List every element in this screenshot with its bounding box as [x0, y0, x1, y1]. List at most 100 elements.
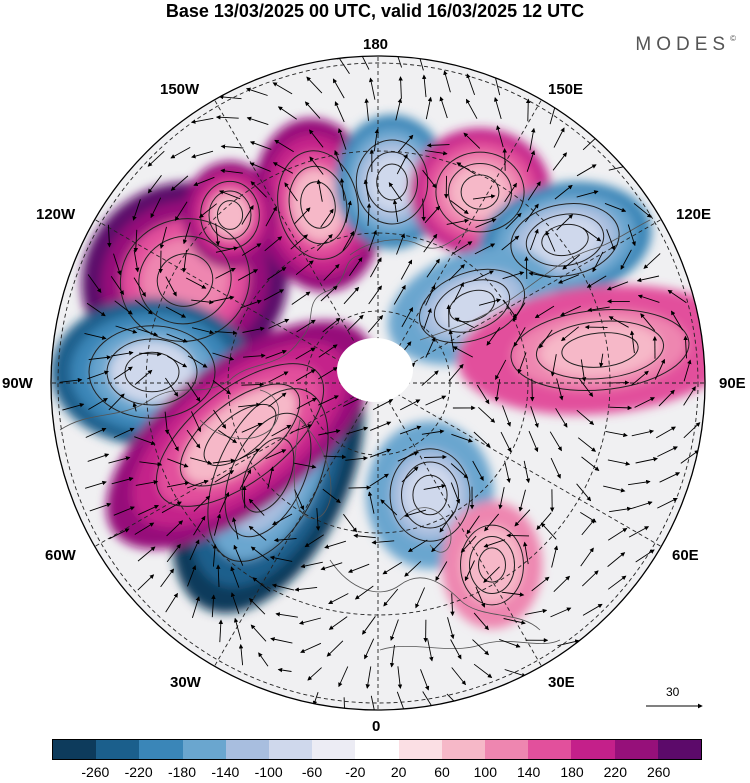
wind-vector: [478, 298, 502, 306]
wind-vector: [380, 499, 398, 516]
label-180: 180: [363, 36, 389, 53]
anomaly-field: [51, 114, 705, 629]
colorbar-swatch: [614, 740, 658, 759]
wind-vector: [320, 562, 343, 571]
wind-vector: [633, 203, 652, 218]
wind-vector: [258, 652, 269, 667]
wind-vector: [295, 347, 316, 360]
coastline-europe: [329, 559, 541, 631]
wind-vector: [84, 332, 107, 340]
wind-vector: [339, 178, 345, 201]
wind-vector: [475, 586, 486, 608]
wind-vector: [136, 328, 159, 337]
height-contour: [460, 524, 524, 606]
height-contour: [288, 165, 348, 245]
wind-vector: [147, 150, 165, 167]
wind-vector: [435, 561, 448, 582]
wind-vector: [182, 222, 191, 245]
wind-vector: [451, 433, 473, 443]
wind-vector: [190, 457, 213, 465]
wind-vector: [309, 129, 324, 148]
wind-vector: [450, 463, 469, 479]
wind-vector: [165, 592, 178, 613]
wind-vector: [473, 431, 491, 448]
colorbar-swatch: [571, 740, 615, 759]
wind-vector: [683, 386, 696, 406]
wind-vector: [554, 184, 573, 200]
meridian: [214, 382, 379, 667]
wind-vector: [166, 481, 190, 488]
wind-vector: [683, 359, 692, 382]
coastline-scandinavia: [399, 507, 452, 553]
wind-vector: [655, 426, 676, 439]
wind-vector: [295, 260, 314, 276]
wind-vector: [320, 208, 334, 228]
wind-vector: [265, 449, 287, 460]
wind-vector: [296, 397, 317, 409]
height-contour: [418, 268, 526, 344]
wind-vector: [631, 429, 655, 437]
height-contour: [156, 253, 214, 307]
wind-vector: [475, 218, 497, 228]
wind-vector: [87, 370, 109, 380]
wind-vector: [399, 399, 421, 411]
wind-vector: [531, 576, 550, 592]
wind-vector: [165, 306, 187, 318]
wind-vector: [349, 257, 363, 277]
meridian: [377, 382, 542, 667]
wind-vector: [504, 182, 517, 203]
wind-vector: [425, 395, 447, 406]
wind-vector: [473, 612, 489, 631]
wind-vector: [627, 224, 636, 247]
wind-vector: [658, 389, 675, 407]
wind-vector: [87, 274, 102, 294]
wind-vector: [582, 603, 603, 616]
wind-vector: [328, 616, 348, 630]
wind-vector: [187, 382, 201, 402]
wind-vector: [667, 289, 687, 304]
wind-vector: [113, 366, 133, 380]
wind-vector: [108, 456, 131, 464]
wind-vector: [396, 153, 408, 175]
colorbar-swatch: [96, 740, 140, 759]
wind-vector: [318, 367, 338, 380]
wind-vector: [272, 162, 294, 174]
wind-vector: [193, 176, 215, 187]
wind-vector: [318, 344, 338, 358]
wind-vector: [365, 666, 372, 689]
meridian: [214, 99, 379, 384]
wind-vector: [165, 276, 177, 297]
wind-vector: [212, 380, 231, 395]
wind-vector: [237, 269, 259, 281]
wind-vector: [248, 597, 266, 615]
height-contour: [535, 320, 665, 380]
wind-vector: [620, 249, 632, 270]
wind-vector: [241, 382, 265, 387]
wind-vector: [423, 307, 432, 330]
label-30w: 30W: [170, 674, 201, 691]
wind-vector: [503, 299, 517, 319]
wind-vector: [135, 480, 159, 486]
height-contour: [448, 289, 496, 323]
wind-vector: [425, 96, 433, 120]
wind-vector: [270, 637, 293, 644]
wind-vector: [498, 487, 505, 510]
height-contour: [277, 150, 359, 260]
wind-vector: [603, 485, 626, 493]
wind-vector: [636, 275, 660, 283]
wind-vector: [348, 485, 372, 490]
wind-vector: [495, 359, 507, 380]
wind-vector: [657, 497, 678, 509]
colorbar-tick-label: 140: [516, 764, 541, 780]
wind-vector: [354, 585, 374, 600]
wind-vector: [518, 489, 526, 512]
wind-vector: [164, 411, 170, 435]
coastline-asia: [419, 219, 651, 341]
wind-vector: [294, 586, 318, 592]
wind-vector: [628, 479, 651, 486]
wind-vector: [345, 200, 352, 223]
wind-vector: [501, 235, 520, 251]
wind-vector: [493, 96, 502, 120]
wind-vector: [322, 488, 341, 504]
colorbar-swatch: [225, 740, 270, 759]
